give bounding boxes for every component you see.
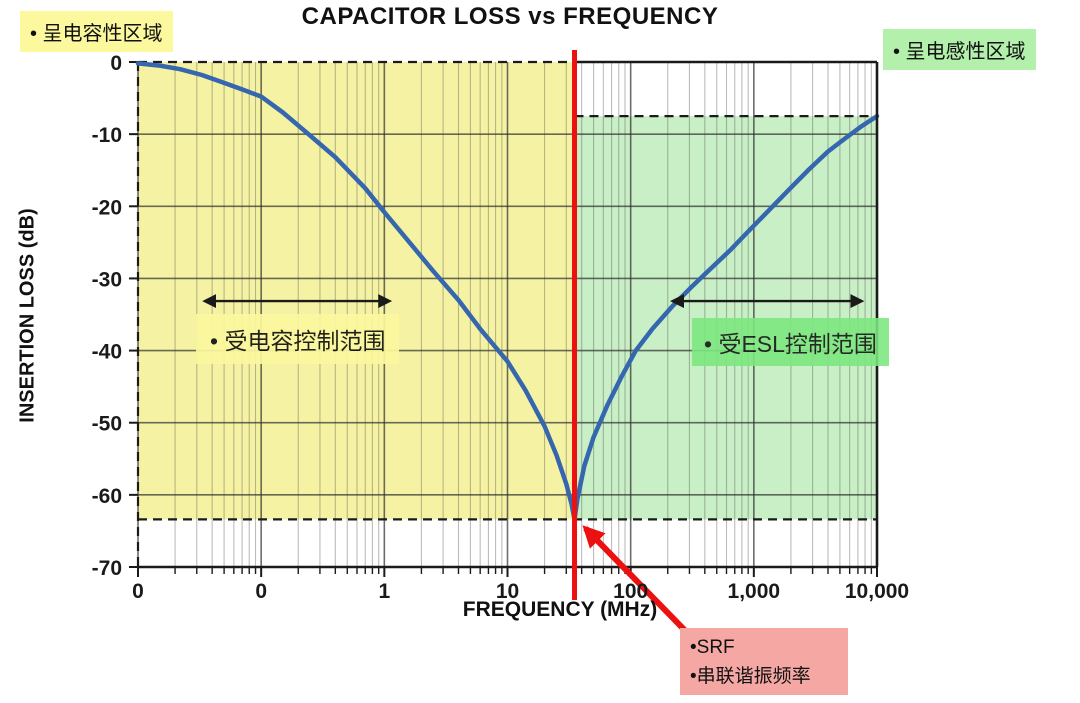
y-tick-label: -20 (92, 196, 122, 219)
y-axis-title: INSERTION LOSS (dB) (16, 208, 39, 423)
x-tick-label: 1 (378, 580, 390, 603)
y-tick-label: -40 (92, 341, 122, 364)
y-tick-label: -70 (92, 557, 122, 580)
x-tick-label: 0 (132, 580, 144, 603)
inductive-region-label: • 呈电感性区域 (883, 29, 1036, 70)
esl-controlled-range-label: • 受ESL控制范围 (692, 318, 889, 366)
cap-controlled-range-label: • 受电容控制范围 (196, 314, 400, 364)
srf-callout: •SRF •串联谐振频率 (680, 628, 848, 695)
y-tick-label: -50 (92, 413, 122, 436)
inductive-region (574, 116, 877, 520)
y-tick-label: -30 (92, 268, 122, 291)
srf-callout-line1: •SRF (690, 637, 735, 658)
x-tick-label: 0 (255, 580, 267, 603)
capacitive-region-label: • 呈电容性区域 (20, 11, 173, 52)
x-tick-label: 100 (613, 580, 648, 603)
x-tick-label: 10,000 (845, 580, 909, 603)
capacitive-region (138, 62, 575, 520)
x-axis-title: FREQUENCY (MHz) (462, 598, 658, 621)
insertion-loss-curve (135, 61, 880, 522)
y-tick-label: -60 (92, 485, 122, 508)
y-tick-label: 0 (110, 52, 122, 75)
chart-title: CAPACITOR LOSS vs FREQUENCY (301, 3, 719, 30)
y-tick-label: -10 (92, 124, 122, 147)
x-tick-label: 10 (496, 580, 519, 603)
x-tick-label: 1,000 (728, 580, 781, 603)
srf-callout-line2: •串联谐振频率 (690, 666, 811, 688)
